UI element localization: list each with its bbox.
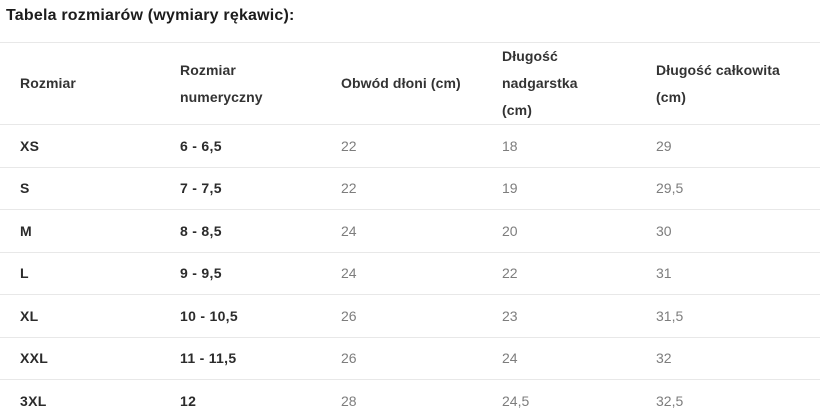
column-header-dlugosc-calkowita: Długość całkowita (cm) bbox=[656, 61, 780, 105]
cell-dlugosc-nadgarstka: 23 bbox=[502, 307, 518, 324]
cell-dlugosc-nadgarstka: 18 bbox=[502, 137, 518, 154]
cell-rozmiar: S bbox=[20, 180, 30, 197]
cell-obwod-dloni: 22 bbox=[341, 180, 357, 197]
cell-obwod-dloni: 24 bbox=[341, 222, 357, 239]
cell-dlugosc-nadgarstka: 24 bbox=[502, 350, 518, 367]
table-row: XS 6 - 6,5 22 18 29 bbox=[0, 125, 820, 167]
cell-obwod-dloni: 26 bbox=[341, 307, 357, 324]
cell-dlugosc-nadgarstka: 19 bbox=[502, 180, 518, 197]
header-row: Rozmiar Rozmiar numeryczny Obwód dłoni (… bbox=[0, 42, 820, 125]
cell-dlugosc-calkowita: 31 bbox=[656, 265, 672, 282]
cell-rozmiar-numeryczny: 7 - 7,5 bbox=[180, 180, 222, 197]
cell-rozmiar-numeryczny: 9 - 9,5 bbox=[180, 265, 222, 282]
cell-rozmiar: 3XL bbox=[20, 392, 47, 409]
column-header-dlugosc-nadgarstka: Długość nadgarstka (cm) bbox=[502, 48, 578, 118]
cell-rozmiar-numeryczny: 12 bbox=[180, 392, 197, 409]
table-body: XS 6 - 6,5 22 18 29 S 7 - 7,5 22 19 29,5… bbox=[0, 125, 820, 419]
cell-rozmiar: XXL bbox=[20, 350, 49, 367]
column-header-rozmiar-numeryczny: Rozmiar numeryczny bbox=[180, 61, 263, 105]
cell-rozmiar-numeryczny: 11 - 11,5 bbox=[180, 350, 237, 367]
cell-rozmiar: L bbox=[20, 265, 29, 282]
column-header-rozmiar: Rozmiar bbox=[20, 75, 76, 91]
cell-dlugosc-nadgarstka: 20 bbox=[502, 222, 518, 239]
cell-dlugosc-calkowita: 29,5 bbox=[656, 180, 684, 197]
cell-obwod-dloni: 28 bbox=[341, 392, 357, 409]
cell-dlugosc-calkowita: 32,5 bbox=[656, 392, 684, 409]
cell-dlugosc-calkowita: 30 bbox=[656, 222, 672, 239]
cell-dlugosc-calkowita: 31,5 bbox=[656, 307, 684, 324]
table-row: L 9 - 9,5 24 22 31 bbox=[0, 252, 820, 295]
cell-rozmiar: XL bbox=[20, 307, 39, 324]
cell-obwod-dloni: 26 bbox=[341, 350, 357, 367]
table-row: M 8 - 8,5 24 20 30 bbox=[0, 210, 820, 252]
glove-size-table: Rozmiar Rozmiar numeryczny Obwód dłoni (… bbox=[0, 42, 820, 419]
column-header-obwod-dloni: Obwód dłoni (cm) bbox=[341, 75, 461, 91]
cell-rozmiar-numeryczny: 8 - 8,5 bbox=[180, 222, 222, 239]
cell-rozmiar: M bbox=[20, 222, 32, 239]
page-title: Tabela rozmiarów (wymiary rękawic): bbox=[6, 7, 295, 24]
table-row: 3XL 12 28 24,5 32,5 bbox=[0, 380, 820, 419]
cell-obwod-dloni: 24 bbox=[341, 265, 357, 282]
cell-dlugosc-calkowita: 29 bbox=[656, 137, 672, 154]
cell-dlugosc-nadgarstka: 22 bbox=[502, 265, 518, 282]
table-row: S 7 - 7,5 22 19 29,5 bbox=[0, 167, 820, 210]
table-row: XXL 11 - 11,5 26 24 32 bbox=[0, 337, 820, 380]
cell-rozmiar-numeryczny: 10 - 10,5 bbox=[180, 307, 238, 324]
cell-obwod-dloni: 22 bbox=[341, 137, 357, 154]
cell-dlugosc-nadgarstka: 24,5 bbox=[502, 392, 530, 409]
table-row: XL 10 - 10,5 26 23 31,5 bbox=[0, 295, 820, 337]
cell-rozmiar-numeryczny: 6 - 6,5 bbox=[180, 137, 222, 154]
cell-rozmiar: XS bbox=[20, 137, 40, 154]
cell-dlugosc-calkowita: 32 bbox=[656, 350, 672, 367]
